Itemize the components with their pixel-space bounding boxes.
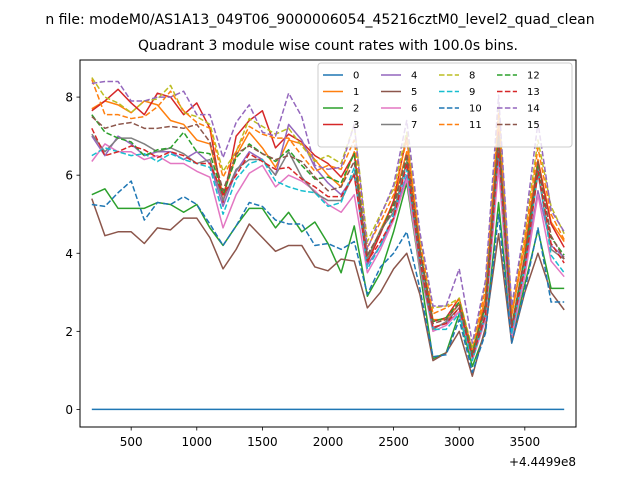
legend-label-1: 1 [353, 87, 359, 98]
series-layer [91, 77, 565, 411]
legend-label-8: 8 [469, 71, 475, 82]
legend-label-12: 12 [527, 71, 540, 82]
legend-label-5: 5 [411, 87, 417, 98]
series-line-13 [91, 127, 565, 358]
plot-area: 500 1000 1500 2000 2500 3000 3500 0 2 4 6 8 +4.449… [65, 59, 577, 469]
series-line-6 [91, 143, 565, 362]
x-tick-label: 1000 [182, 435, 213, 449]
legend-label-14: 14 [527, 104, 540, 115]
x-axis: 500 1000 1500 2000 2500 3000 3500 [120, 427, 540, 449]
chart-title: Quadrant 3 module wise count rates with … [138, 38, 518, 54]
legend-label-6: 6 [411, 104, 417, 115]
legend-label-10: 10 [469, 104, 482, 115]
legend-label-9: 9 [469, 87, 475, 98]
series-line-10 [91, 180, 565, 374]
legend-box [317, 62, 573, 148]
y-tick-label: 0 [65, 403, 73, 417]
legend-label-3: 3 [353, 120, 359, 131]
y-tick-label: 4 [65, 247, 73, 261]
figure-suptitle: n file: modeM0/AS1A13_049T06_9000006054_… [45, 12, 594, 28]
legend-label-4: 4 [411, 71, 417, 82]
x-tick-label: 2500 [378, 435, 409, 449]
legend-label-15: 15 [527, 120, 540, 131]
series-line-11 [91, 79, 565, 352]
series-line-15 [91, 116, 565, 356]
y-tick-label: 8 [65, 91, 73, 105]
series-line-12 [91, 114, 565, 354]
legend-label-11: 11 [469, 120, 482, 131]
series-line-9 [91, 147, 565, 362]
legend-label-0: 0 [353, 71, 359, 82]
x-tick-label: 3500 [510, 435, 541, 449]
x-tick-label: 2000 [313, 435, 344, 449]
y-tick-label: 6 [65, 169, 73, 183]
series-line-2 [91, 182, 565, 368]
x-tick-label: 1500 [247, 435, 278, 449]
y-tick-label: 2 [65, 325, 73, 339]
legend-label-7: 7 [411, 120, 417, 131]
x-offset-label: +4.4499e8 [509, 455, 576, 469]
legend-label-13: 13 [527, 87, 540, 98]
x-tick-label: 3000 [444, 435, 475, 449]
y-axis: 0 2 4 6 8 [65, 91, 80, 417]
series-line-14 [91, 80, 565, 344]
x-tick-label: 500 [120, 435, 143, 449]
legend-label-2: 2 [353, 104, 359, 115]
